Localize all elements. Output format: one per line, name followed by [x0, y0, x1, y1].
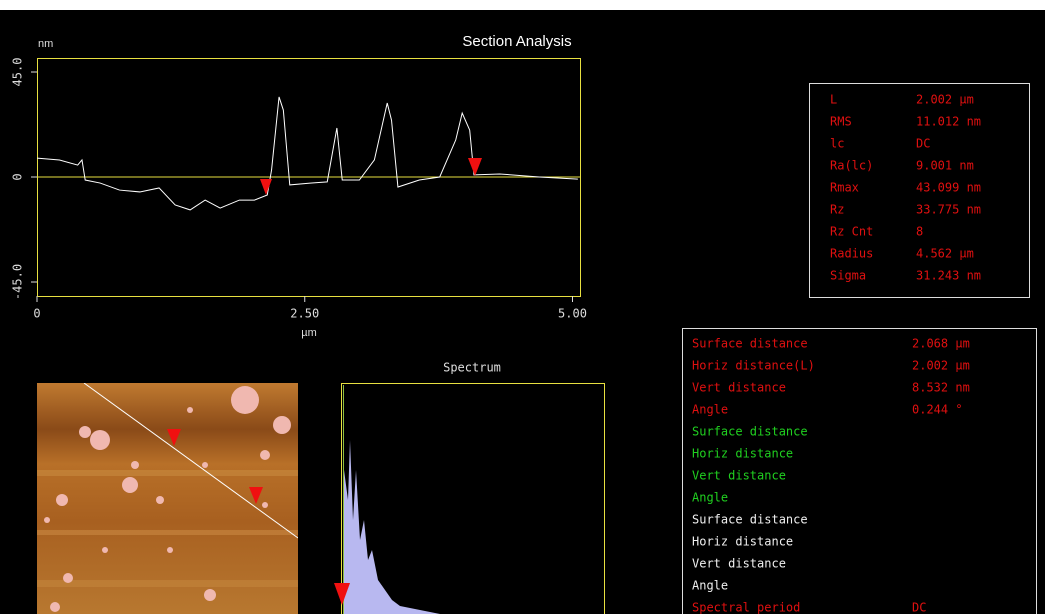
stat-label: Horiz distance [692, 447, 793, 461]
stat-value: 33.775 nm [916, 203, 981, 217]
x-tick-label: 2.50 [290, 307, 319, 321]
y-tick-label: -45.0 [11, 264, 25, 300]
x-tick-label: 5.00 [558, 307, 587, 321]
y-unit: nm [38, 38, 53, 50]
stat-label: Ra(lc) [830, 159, 873, 173]
spectrum-title: Spectrum [443, 361, 501, 375]
x-label: µm [301, 327, 317, 339]
afm-image [37, 383, 298, 614]
stat-label: Vert distance [692, 381, 786, 395]
stat-label: Vert distance [692, 469, 786, 483]
stat-label: Angle [692, 403, 728, 417]
stat-label: Rz [830, 203, 844, 217]
stat-value: 4.562 µm [916, 247, 974, 261]
cursor-marker [468, 158, 482, 176]
scan-line [37, 530, 298, 535]
stat-value: 2.002 µm [916, 93, 974, 107]
stat-label: Surface distance [692, 513, 808, 527]
y-tick-label: 0 [11, 173, 25, 180]
stat-value: DC [916, 137, 930, 151]
cursor-marker [260, 179, 272, 195]
x-tick-label: 0 [33, 307, 40, 321]
stat-label: Vert distance [692, 557, 786, 571]
stat-label: Radius [830, 247, 873, 261]
stat-value: DC [912, 601, 926, 614]
stat-value: 2.002 µm [912, 359, 970, 373]
spectrum-box [342, 384, 605, 614]
stat-label: Surface distance [692, 337, 808, 351]
screen: Section Analysis nm µm -45.0 0 45.0 0 2.50 5.… [0, 0, 1045, 614]
stat-label: Angle [692, 491, 728, 505]
stat-value: 8 [916, 225, 923, 239]
image-bg [37, 383, 298, 614]
stat-label: L [830, 93, 837, 107]
stat-value: 11.012 nm [916, 115, 981, 129]
stat-label: Surface distance [692, 425, 808, 439]
stat-label: Angle [692, 579, 728, 593]
stat-label: Spectral period [692, 601, 800, 614]
stat-label: Horiz distance(L) [692, 359, 815, 373]
page: Section Analysis nm µm -45.0 0 45.0 0 2.50 5.… [0, 0, 1045, 614]
profile-plot: -45.0 0 45.0 0 2.50 5.00 [11, 58, 587, 321]
stat-value: 31.243 nm [916, 269, 981, 283]
stat-value: 8.532 nm [912, 381, 970, 395]
stat-label: RMS [830, 115, 852, 129]
roughness-stats: L 2.002 µm RMS 11.012 nm lc DC Ra(lc) 9.001 nm R… [830, 93, 981, 283]
top-strip [0, 0, 1045, 10]
scan-line [37, 580, 298, 587]
y-tick-label: 45.0 [11, 58, 25, 87]
stat-value: 9.001 nm [916, 159, 974, 173]
profile-line [37, 97, 578, 210]
stat-value: 0.244 ° [912, 403, 963, 417]
stat-label: lc [830, 137, 844, 151]
stat-value: 43.099 nm [916, 181, 981, 195]
stat-label: Rz Cnt [830, 225, 873, 239]
stat-value: 2.068 µm [912, 337, 970, 351]
cursor-stats: Surface distance 2.068 µm Horiz distance(L… [692, 337, 970, 614]
stat-label: Sigma [830, 269, 866, 283]
scan-line [37, 470, 298, 476]
title: Section Analysis [462, 33, 571, 50]
stat-label: Rmax [830, 181, 859, 195]
stat-label: Horiz distance [692, 535, 793, 549]
